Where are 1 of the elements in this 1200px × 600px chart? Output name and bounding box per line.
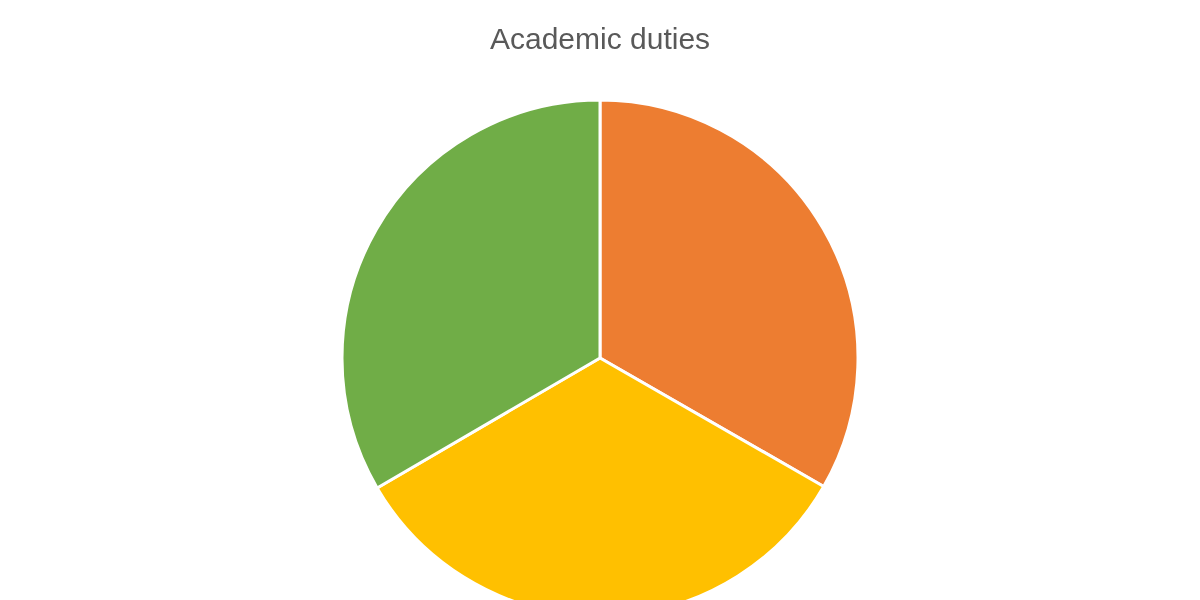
chart-title: Academic duties — [489, 21, 711, 55]
